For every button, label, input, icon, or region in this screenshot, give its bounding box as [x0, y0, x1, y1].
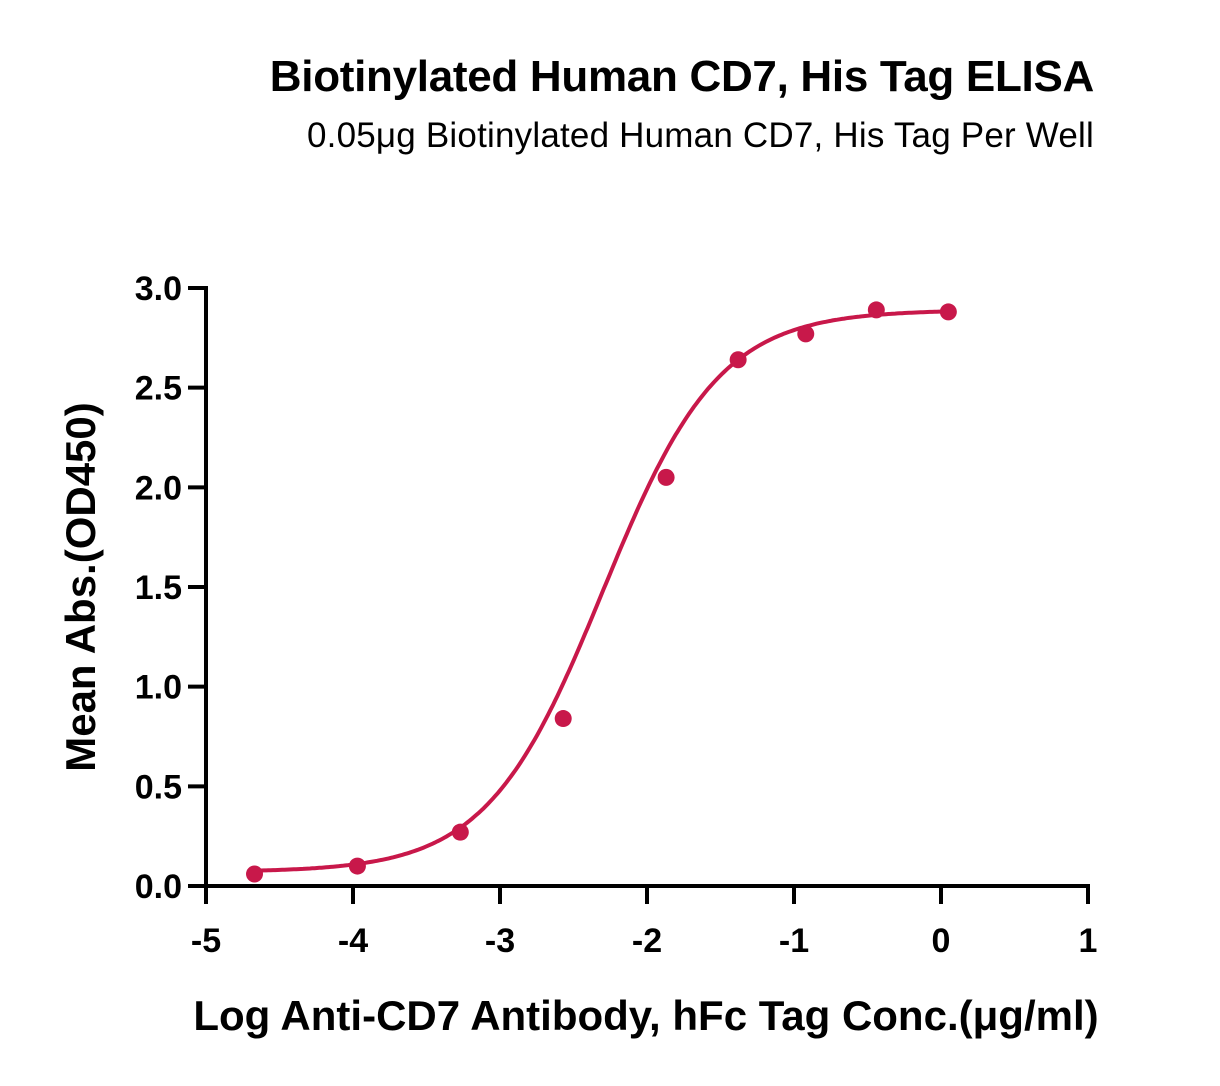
- data-point: [797, 325, 815, 343]
- data-points: [246, 301, 957, 883]
- y-axis-label: Mean Abs.(OD450): [57, 402, 104, 772]
- y-tick-label: 0.5: [135, 768, 182, 806]
- y-tick-label: 0.0: [135, 868, 182, 906]
- data-point: [867, 301, 885, 319]
- y-ticks: 0.0 0.5 1.0 1.5 2.0 2.5 3.0: [135, 270, 206, 906]
- data-point: [451, 823, 469, 841]
- data-point: [939, 303, 957, 321]
- x-tick-label: 0: [932, 922, 951, 960]
- chart-title: Biotinylated Human CD7, His Tag ELISA: [269, 52, 1095, 101]
- x-tick-label: -1: [779, 922, 809, 960]
- data-point: [348, 857, 366, 875]
- x-axis-label: Log Anti-CD7 Antibody, hFc Tag Conc.(μg/…: [193, 992, 1098, 1039]
- x-ticks: -5 -4 -3 -2 -1 0 1: [191, 886, 1098, 960]
- data-point: [657, 468, 675, 486]
- x-tick-label: -3: [485, 922, 515, 960]
- fit-curve: [254, 309, 949, 873]
- data-point: [246, 865, 264, 883]
- x-tick-label: -4: [338, 922, 368, 960]
- y-tick-label: 2.5: [135, 370, 182, 408]
- x-tick-label: -2: [632, 922, 662, 960]
- x-tick-label: -5: [191, 922, 221, 960]
- y-tick-label: 3.0: [135, 270, 182, 308]
- y-tick-label: 1.5: [135, 569, 182, 607]
- data-point: [554, 710, 572, 728]
- x-tick-label: 1: [1079, 922, 1098, 960]
- y-tick-label: 2.0: [135, 469, 182, 507]
- axes: [204, 286, 1090, 888]
- chart-subtitle: 0.05μg Biotinylated Human CD7, His Tag P…: [307, 116, 1094, 155]
- y-tick-label: 1.0: [135, 669, 182, 707]
- data-point: [729, 351, 747, 369]
